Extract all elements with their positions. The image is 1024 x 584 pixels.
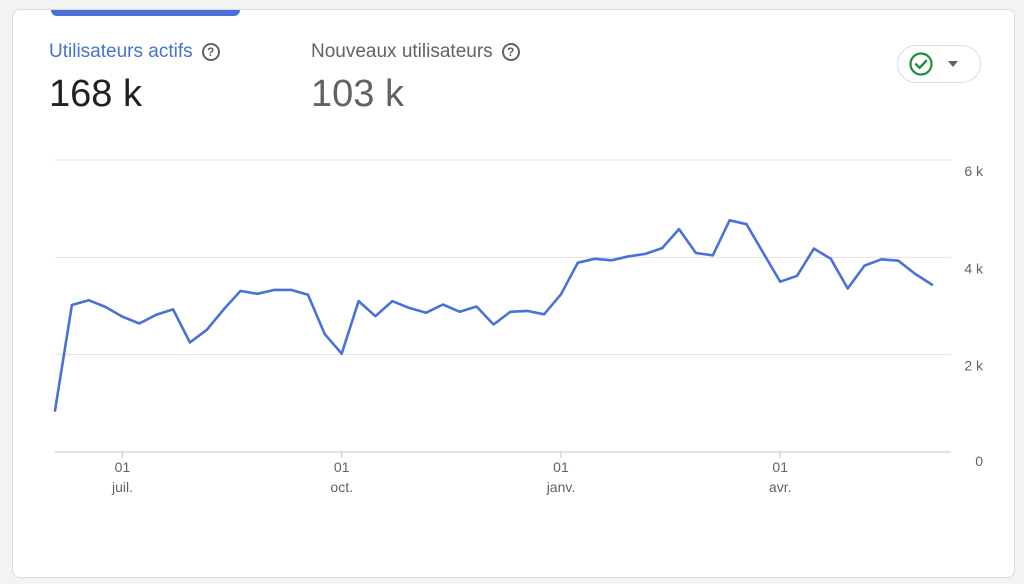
series-line-active-users[interactable] (53, 219, 934, 412)
series-layer (53, 219, 934, 412)
y-tick-label: 2 k (964, 358, 984, 374)
compare-dropdown-button[interactable] (897, 45, 981, 83)
x-tick-label-month: avr. (769, 479, 792, 495)
metric-label: Nouveaux utilisateurs (311, 41, 493, 62)
metric-tab-new-users[interactable]: Nouveaux utilisateurs ? 103 k (311, 40, 520, 116)
metric-value: 168 k (49, 73, 142, 115)
x-tick-label-month: oct. (330, 479, 353, 495)
metric-tab-active-users[interactable]: Utilisateurs actifs ? 168 k (49, 40, 220, 116)
x-tick-label-day: 01 (334, 459, 350, 475)
metric-label-row: Nouveaux utilisateurs ? (311, 40, 520, 64)
line-chart: 0 2 k 4 k 6 k 01 juil. 01 oct. 01 janv. 01 avr. (53, 159, 984, 495)
y-axis-ticks: 0 2 k 4 k 6 k (964, 163, 984, 469)
gridlines (55, 159, 951, 453)
x-tick-label-month: juil. (111, 479, 133, 495)
metric-value: 103 k (311, 73, 404, 115)
x-tick-label-month: janv. (546, 479, 576, 495)
active-tab-indicator (51, 10, 240, 16)
x-axis-ticks: 01 juil. 01 oct. 01 janv. 01 avr. (111, 452, 792, 495)
metric-label-row: Utilisateurs actifs ? (49, 40, 220, 64)
y-tick-label: 4 k (964, 260, 984, 276)
caret-down-icon (948, 61, 958, 67)
x-tick-label-day: 01 (553, 459, 569, 475)
report-card: Utilisateurs actifs ? 168 k Nouveaux uti… (12, 9, 1015, 578)
check-circle-icon (909, 52, 933, 76)
y-tick-label: 6 k (964, 163, 984, 179)
y-tick-label: 0 (975, 453, 983, 469)
x-tick-label-day: 01 (115, 459, 131, 475)
x-tick-label-day: 01 (772, 459, 788, 475)
help-circle-icon[interactable]: ? (201, 43, 220, 61)
help-circle-icon[interactable]: ? (501, 43, 520, 61)
metric-label: Utilisateurs actifs (49, 41, 193, 62)
